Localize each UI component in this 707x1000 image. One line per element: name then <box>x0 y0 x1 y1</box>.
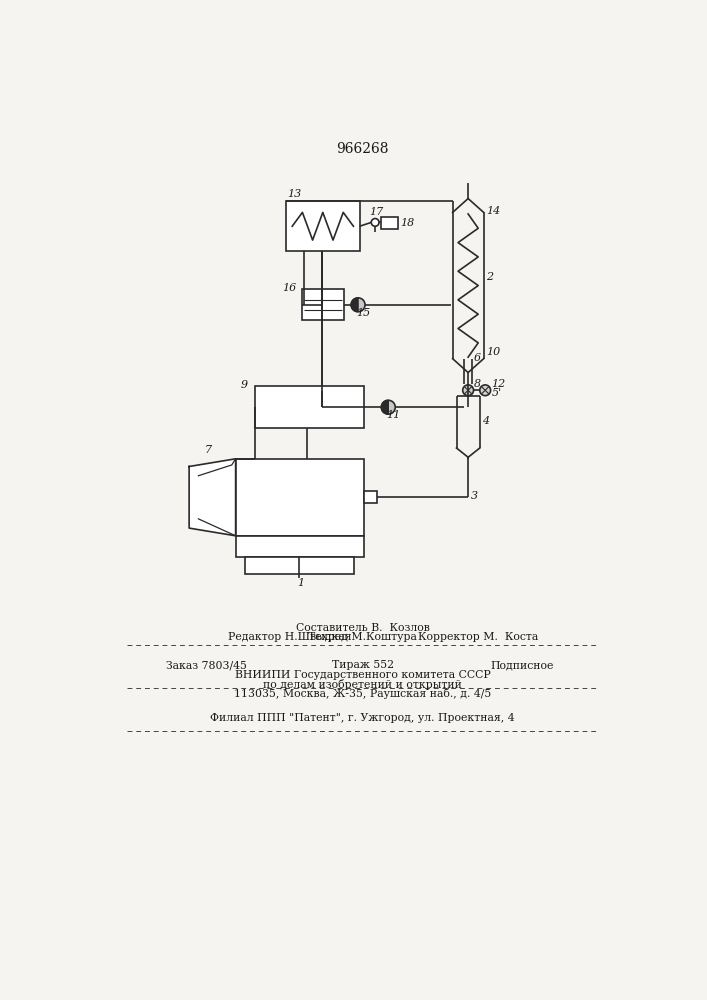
Text: 14: 14 <box>486 206 500 216</box>
Polygon shape <box>189 459 235 536</box>
Circle shape <box>351 298 365 312</box>
Polygon shape <box>381 400 388 414</box>
Bar <box>235 536 363 557</box>
Text: 13: 13 <box>288 189 302 199</box>
Text: 15: 15 <box>356 308 370 318</box>
Bar <box>363 491 378 503</box>
Text: 3: 3 <box>470 491 477 501</box>
Text: 966268: 966268 <box>337 142 389 156</box>
Text: 17: 17 <box>369 207 383 217</box>
Text: 16: 16 <box>282 283 296 293</box>
Polygon shape <box>351 298 358 312</box>
Bar <box>235 459 363 536</box>
Text: ВНИИПИ Государственного комитета СССР: ВНИИПИ Государственного комитета СССР <box>235 670 491 680</box>
Text: Подписное: Подписное <box>490 660 554 670</box>
Text: Редактор Н.Швыдкая: Редактор Н.Швыдкая <box>228 632 351 642</box>
Bar <box>255 386 363 428</box>
Circle shape <box>480 385 491 396</box>
Circle shape <box>462 385 474 396</box>
Text: 1: 1 <box>297 578 304 588</box>
Text: 6: 6 <box>474 353 481 363</box>
Bar <box>286 201 360 251</box>
Text: Филиал ППП "Патент", г. Ужгород, ул. Проектная, 4: Филиал ППП "Патент", г. Ужгород, ул. Про… <box>211 713 515 723</box>
Bar <box>381 217 398 229</box>
Text: 8: 8 <box>474 379 481 389</box>
Circle shape <box>381 400 395 414</box>
Text: 18: 18 <box>401 218 415 228</box>
Text: 2: 2 <box>486 272 493 282</box>
Circle shape <box>371 219 379 226</box>
Text: Заказ 7803/45: Заказ 7803/45 <box>166 660 247 670</box>
Text: 4: 4 <box>482 416 489 426</box>
Text: 113035, Москва, Ж-35, Раушская наб., д. 4/5: 113035, Москва, Ж-35, Раушская наб., д. … <box>234 688 491 699</box>
Text: Техред М.Коштура: Техред М.Коштура <box>308 632 417 642</box>
Text: по делам изобретений и открытий: по делам изобретений и открытий <box>263 679 462 690</box>
Bar <box>301 289 344 320</box>
Text: 5': 5' <box>491 388 501 398</box>
Text: 11: 11 <box>386 410 400 420</box>
Text: Составитель В.  Козлов: Составитель В. Козлов <box>296 623 430 633</box>
Bar <box>245 557 354 574</box>
Text: Корректор М.  Коста: Корректор М. Коста <box>418 632 538 642</box>
Text: Тираж 552: Тираж 552 <box>332 660 394 670</box>
Text: 9: 9 <box>241 379 248 389</box>
Text: 10: 10 <box>486 347 500 357</box>
Text: 7: 7 <box>204 445 212 455</box>
Text: 12: 12 <box>491 379 506 389</box>
